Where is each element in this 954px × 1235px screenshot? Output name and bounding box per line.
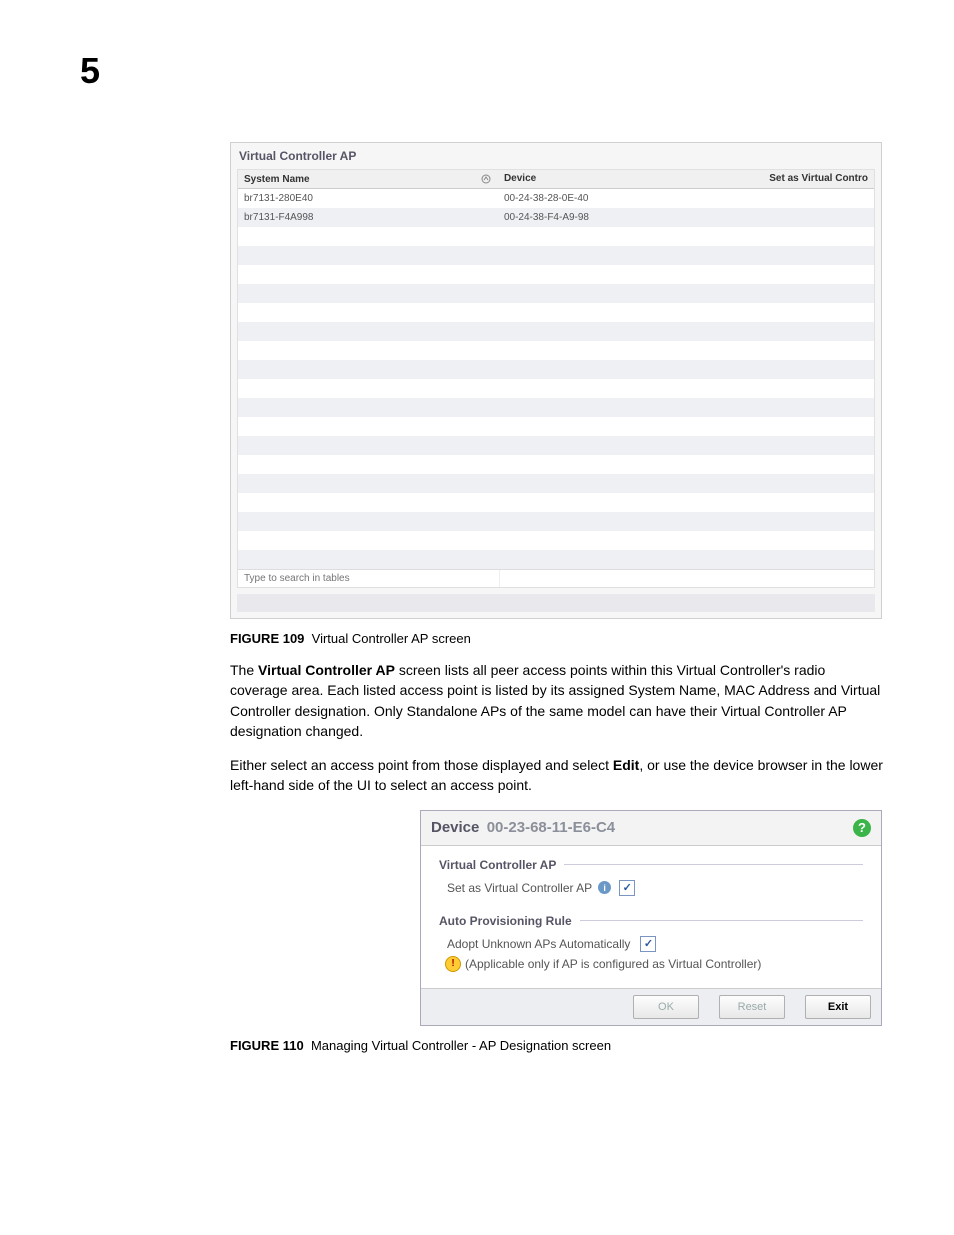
sort-asc-icon	[480, 173, 492, 185]
table-row-empty	[238, 417, 874, 436]
dialog-header: Device 00-23-68-11-E6-C4 ?	[421, 811, 881, 846]
page-number: 5	[80, 50, 884, 92]
figure-109-label: FIGURE 109	[230, 631, 304, 646]
adopt-unknown-row: Adopt Unknown APs Automatically ✓	[447, 936, 863, 952]
table-row[interactable]: br7131-280E4000-24-38-28-0E-40	[238, 189, 874, 208]
table-row-empty	[238, 303, 874, 322]
device-label: Device	[431, 819, 479, 836]
table-row-empty	[238, 436, 874, 455]
table-row-empty	[238, 531, 874, 550]
cell-device: 00-24-38-F4-A9-98	[498, 210, 758, 225]
adopt-unknown-label: Adopt Unknown APs Automatically	[447, 937, 630, 951]
col-system-name[interactable]: System Name	[238, 170, 498, 188]
table-row-empty	[238, 398, 874, 417]
para1-bold: Virtual Controller AP	[258, 662, 395, 678]
figure-109-caption: FIGURE 109 Virtual Controller AP screen	[230, 631, 884, 646]
para1-part1: The	[230, 662, 258, 678]
figure-109-text: Virtual Controller AP screen	[312, 631, 471, 646]
device-designation-dialog: Device 00-23-68-11-E6-C4 ? Virtual Contr…	[420, 810, 882, 1026]
table-row-empty	[238, 246, 874, 265]
adopt-unknown-checkbox[interactable]: ✓	[640, 936, 656, 952]
table-row-empty	[238, 322, 874, 341]
table-row-empty	[238, 360, 874, 379]
applicable-note-row: ! (Applicable only if AP is configured a…	[445, 956, 863, 972]
table-row-empty	[238, 265, 874, 284]
table-row-empty	[238, 455, 874, 474]
para2-bold: Edit	[613, 757, 639, 773]
table-row-empty	[238, 379, 874, 398]
table-search-row	[238, 569, 874, 587]
panel-title: Virtual Controller AP	[231, 143, 881, 169]
paragraph-2: Either select an access point from those…	[230, 755, 884, 796]
paragraph-1: The Virtual Controller AP screen lists a…	[230, 660, 884, 741]
cell-system-name: br7131-280E40	[238, 191, 498, 206]
ok-button[interactable]: OK	[633, 995, 699, 1019]
set-as-vc-row: Set as Virtual Controller AP i ✓	[447, 880, 863, 896]
dialog-footer: OK Reset Exit	[421, 988, 881, 1025]
applicable-note: (Applicable only if AP is configured as …	[465, 957, 761, 971]
figure-110-caption: FIGURE 110 Managing Virtual Controller -…	[230, 1038, 884, 1053]
warning-icon: !	[445, 956, 461, 972]
section-auto-provisioning: Auto Provisioning Rule	[439, 914, 863, 928]
reset-button[interactable]: Reset	[719, 995, 785, 1019]
info-icon[interactable]: i	[598, 881, 611, 894]
set-as-vc-label: Set as Virtual Controller AP	[447, 881, 592, 895]
device-mac: 00-23-68-11-E6-C4	[487, 819, 615, 836]
section2-title: Auto Provisioning Rule	[439, 914, 572, 928]
set-as-vc-checkbox[interactable]: ✓	[619, 880, 635, 896]
table-header: System Name Device Set as Virtual Contro	[238, 170, 874, 189]
para2-part1: Either select an access point from those…	[230, 757, 613, 773]
col-set-as-vc[interactable]: Set as Virtual Contro	[758, 170, 874, 188]
table-search-input[interactable]	[238, 570, 500, 587]
table-row[interactable]: br7131-F4A99800-24-38-F4-A9-98	[238, 208, 874, 227]
exit-button[interactable]: Exit	[805, 995, 871, 1019]
figure-110-label: FIGURE 110	[230, 1038, 304, 1053]
table-row-empty	[238, 341, 874, 360]
figure-110-text: Managing Virtual Controller - AP Designa…	[311, 1038, 611, 1053]
cell-system-name: br7131-F4A998	[238, 210, 498, 225]
table-row-empty	[238, 550, 874, 569]
cell-device: 00-24-38-28-0E-40	[498, 191, 758, 206]
section1-title: Virtual Controller AP	[439, 858, 556, 872]
ap-table: System Name Device Set as Virtual Contro…	[237, 169, 875, 588]
table-row-empty	[238, 227, 874, 246]
table-row-empty	[238, 284, 874, 303]
table-row-empty	[238, 474, 874, 493]
table-row-empty	[238, 512, 874, 531]
table-row-empty	[238, 493, 874, 512]
cell-set-as-vc	[758, 197, 874, 201]
cell-set-as-vc	[758, 216, 874, 220]
virtual-controller-ap-panel: Virtual Controller AP System Name Device…	[230, 142, 882, 619]
panel-footer-strip	[237, 594, 875, 612]
col-device[interactable]: Device	[498, 170, 758, 188]
section-virtual-controller-ap: Virtual Controller AP	[439, 858, 863, 872]
help-icon[interactable]: ?	[853, 819, 871, 837]
col-system-name-label: System Name	[244, 174, 310, 185]
